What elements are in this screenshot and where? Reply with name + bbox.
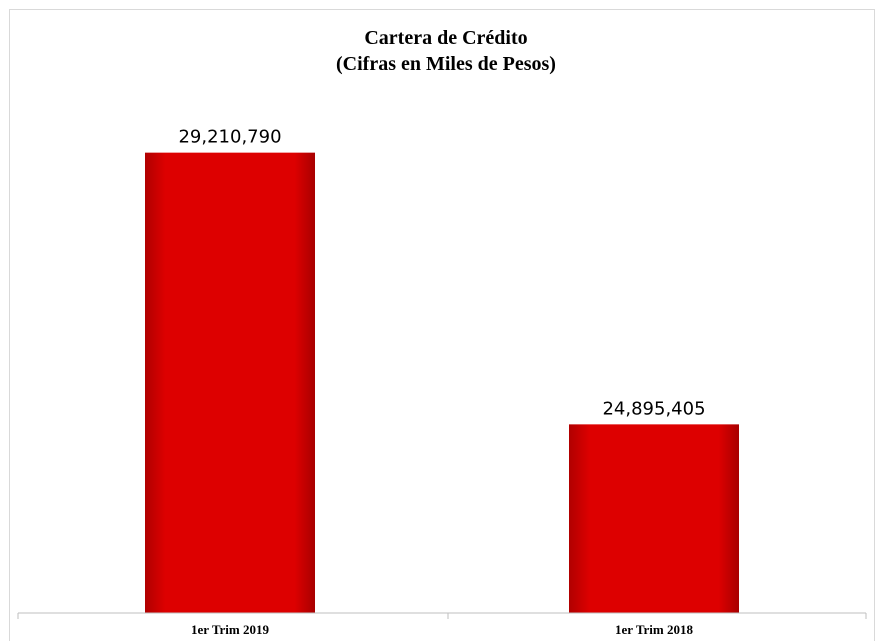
bar bbox=[569, 424, 739, 613]
chart-subtitle: (Cifras en Miles de Pesos) bbox=[336, 53, 556, 75]
x-tick-label: 1er Trim 2018 bbox=[615, 622, 693, 637]
x-tick-label: 1er Trim 2019 bbox=[191, 622, 269, 637]
labels-group: 29,210,790 1er Trim 2019 24,895,405 1er Tri… bbox=[178, 127, 705, 637]
bars-group bbox=[145, 152, 739, 613]
data-label: 24,895,405 bbox=[602, 398, 705, 419]
bar bbox=[145, 152, 315, 613]
chart-title: Cartera de Crédito bbox=[364, 27, 527, 49]
data-label: 29,210,790 bbox=[178, 127, 281, 148]
